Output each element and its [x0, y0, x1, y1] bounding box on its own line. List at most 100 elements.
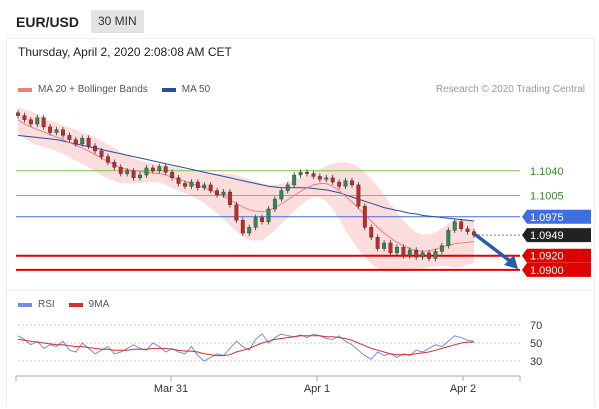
candle-body: [285, 184, 290, 191]
price-legend: MA 20 + Bollinger Bands MA 50: [18, 84, 224, 95]
legend-rsi: RSI: [18, 299, 55, 310]
candle-body: [189, 181, 194, 187]
candle-body: [234, 204, 239, 221]
candle-body: [170, 171, 175, 179]
candle-body: [253, 217, 258, 228]
symbol-label: EUR/USD: [16, 14, 80, 30]
candle-body: [176, 177, 181, 184]
candle-body: [317, 176, 322, 180]
candle-body: [356, 184, 361, 207]
candle-body: [138, 174, 142, 179]
chart-card: [6, 38, 595, 407]
candle-body: [369, 227, 374, 238]
candle-body: [427, 252, 431, 259]
candle-body: [382, 242, 387, 249]
candle-body: [439, 245, 444, 252]
candle-body: [22, 115, 27, 121]
ma50-swatch: [161, 87, 176, 92]
candle-body: [183, 183, 187, 187]
level-label-1.0949: 1.0949: [530, 230, 564, 242]
candle-body: [54, 129, 59, 133]
timestamp: Thursday, April 2, 2020 2:08:08 AM CET: [18, 45, 232, 59]
level-tag-1.0900: [522, 262, 591, 277]
candle-body: [472, 231, 476, 236]
candle-body: [260, 217, 264, 222]
level-label-1.0920: 1.0920: [530, 251, 564, 263]
candle-body: [298, 171, 303, 176]
candle-body: [401, 246, 406, 256]
candle-body: [221, 191, 226, 196]
candle-body: [394, 246, 399, 254]
candle-body: [324, 177, 329, 180]
candle-body: [125, 170, 130, 174]
level-label-1.1005: 1.1005: [530, 191, 564, 203]
candle-body: [465, 228, 470, 232]
rsi-tick-label: 70: [530, 320, 542, 332]
x-tick-label: Mar 31: [154, 383, 188, 395]
candle-body: [215, 190, 220, 196]
candle-body: [150, 167, 155, 171]
candle-body: [112, 162, 117, 168]
x-tick-label: Apr 2: [450, 383, 476, 395]
legend-ma50: MA 50: [161, 84, 211, 95]
candle-body: [459, 221, 464, 230]
candle-body: [433, 251, 438, 259]
rsi-tick-label: 50: [530, 338, 542, 350]
level-tag-1.0920: [522, 248, 591, 263]
candle-body: [446, 230, 451, 246]
candle-body: [343, 180, 348, 187]
candle-body: [240, 220, 245, 234]
ma20-swatch: [18, 87, 32, 92]
level-tag-1.0975: [522, 209, 591, 224]
credit-text: Research © 2020 Trading Central: [435, 84, 585, 95]
candle-body: [80, 138, 85, 145]
candle-body: [452, 221, 457, 231]
candle-body: [105, 156, 110, 163]
header-bar: EUR/USD 30 MIN: [5, 7, 595, 37]
legend-ma20: MA 20 + Bollinger Bands: [18, 84, 148, 95]
candle-body: [16, 112, 20, 116]
candle-body: [292, 174, 297, 186]
ma9-swatch: [68, 302, 83, 307]
level-label-1.1040: 1.1040: [530, 166, 564, 178]
forecast-arrow-shaft: [474, 233, 512, 263]
candle-body: [388, 242, 393, 254]
timeframe-tab[interactable]: 30 MIN: [91, 10, 144, 33]
candle-body: [305, 171, 309, 174]
rsi-line: [17, 333, 475, 362]
candle-body: [41, 117, 46, 128]
rsi-legend: RSI 9MA: [18, 299, 123, 310]
candle-body: [272, 198, 277, 210]
bollinger-band-area: [18, 107, 474, 272]
forecast-arrow-head: [504, 255, 518, 270]
candle-body: [35, 117, 40, 125]
x-tick-label: Apr 1: [304, 383, 330, 395]
candle-body: [208, 184, 213, 191]
level-label-1.0975: 1.0975: [530, 212, 564, 224]
candle-body: [311, 173, 316, 177]
candle-body: [414, 249, 419, 258]
candle-body: [73, 139, 78, 145]
candle-body: [228, 191, 232, 205]
legend-ma9: 9MA: [68, 299, 110, 310]
candle-body: [337, 181, 342, 187]
legend-ma50-label: MA 50: [181, 84, 211, 95]
candle-body: [131, 170, 136, 179]
candle-body: [202, 184, 207, 188]
candle-body: [362, 205, 367, 228]
candle-body: [407, 249, 412, 256]
level-tag-1.0949: [522, 228, 591, 243]
candle-body: [28, 119, 33, 125]
legend-ma9-label: 9MA: [88, 299, 110, 310]
level-label-1.0900: 1.0900: [530, 265, 564, 277]
candle-body: [247, 227, 252, 234]
candle-body: [157, 166, 162, 171]
candle-body: [118, 167, 123, 174]
legend-rsi-label: RSI: [38, 299, 55, 310]
rsi-ma-line: [17, 335, 474, 357]
candle-body: [195, 181, 200, 188]
candle-body: [420, 252, 425, 258]
rsi-swatch: [18, 302, 32, 307]
